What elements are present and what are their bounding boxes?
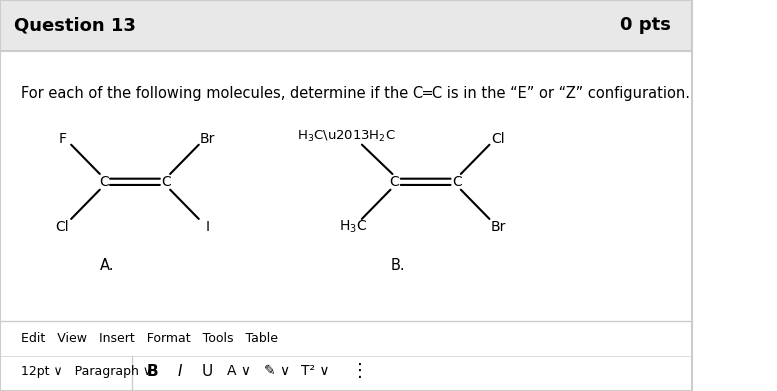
Text: Br: Br — [200, 132, 215, 146]
Text: Cl: Cl — [492, 132, 505, 146]
FancyBboxPatch shape — [0, 0, 692, 51]
Text: U: U — [202, 364, 213, 379]
Text: ✎ ∨: ✎ ∨ — [263, 364, 290, 378]
Text: Question 13: Question 13 — [14, 16, 136, 34]
Text: Edit   View   Insert   Format   Tools   Table: Edit View Insert Format Tools Table — [21, 332, 277, 345]
Text: C: C — [452, 175, 462, 189]
Text: A.: A. — [100, 258, 114, 273]
Text: 0 pts: 0 pts — [621, 16, 671, 34]
Text: B.: B. — [391, 258, 406, 273]
Text: 12pt ∨   Paragraph ∨: 12pt ∨ Paragraph ∨ — [21, 365, 152, 378]
Text: ⋮: ⋮ — [351, 362, 369, 380]
Text: F: F — [58, 132, 66, 146]
Text: T² ∨: T² ∨ — [301, 364, 329, 378]
Text: Br: Br — [490, 220, 506, 234]
Text: B: B — [146, 364, 158, 379]
Text: C: C — [162, 175, 171, 189]
Text: A ∨: A ∨ — [227, 364, 251, 378]
Text: H$_3$C: H$_3$C — [339, 219, 367, 235]
Text: I: I — [206, 220, 210, 234]
Text: Cl: Cl — [55, 220, 69, 234]
Text: For each of the following molecules, determine if the C═C is in the “E” or “Z” c: For each of the following molecules, det… — [21, 86, 690, 101]
Text: C: C — [99, 175, 109, 189]
Text: C: C — [389, 175, 399, 189]
Text: H$_3$C\u2013H$_2$C: H$_3$C\u2013H$_2$C — [297, 129, 395, 144]
Text: $\it{I}$: $\it{I}$ — [177, 364, 183, 379]
